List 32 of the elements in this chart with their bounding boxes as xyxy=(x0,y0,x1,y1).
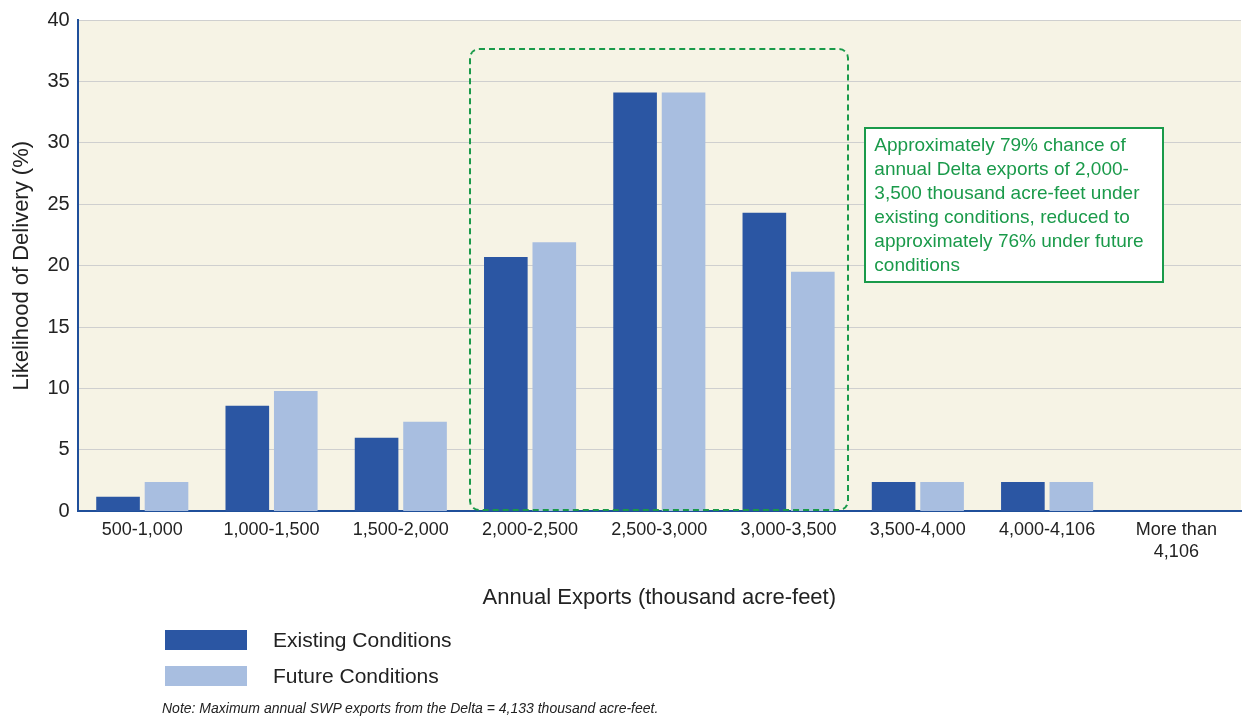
y-tick-label: 10 xyxy=(47,376,70,399)
y-tick-label: 25 xyxy=(47,191,70,214)
y-tick-label: 0 xyxy=(58,498,70,521)
y-tick-label: 35 xyxy=(47,68,70,91)
y-tick-label: 5 xyxy=(58,437,70,460)
y-tick-label: 15 xyxy=(47,314,70,337)
bar xyxy=(273,391,318,511)
x-tick-label: 1,000-1,500 xyxy=(223,519,320,540)
x-tick-label: 4,000-4,106 xyxy=(999,519,1096,540)
bar xyxy=(791,271,835,511)
text: Note: Maximum annual SWP exports from the Delta = 4,133 thousand acre-feet. xyxy=(162,700,659,716)
bar xyxy=(144,481,189,511)
bar xyxy=(920,481,964,511)
legend-label: Existing Conditions xyxy=(272,627,452,653)
x-tick-label: 3,500-4,000 xyxy=(869,519,966,540)
legend-label: Future Conditions xyxy=(272,663,440,689)
y-tick-label: 40 xyxy=(47,7,70,30)
y-axis-title: Likelihood of Delivery (%) xyxy=(8,140,34,391)
annotation: Approximately 79% chance of annual Delta exports of 2,000-3,500 thousand acre-feet under existing conditions, reduced to approximately 76% under future conditions xyxy=(864,127,1165,283)
bar xyxy=(403,421,447,511)
x-tick-label: 1,500-2,000 xyxy=(352,519,449,540)
bar xyxy=(532,242,577,511)
x-tick-label: More than 4,106 xyxy=(1135,519,1217,561)
y-tick-label: 20 xyxy=(47,253,70,276)
bar xyxy=(1049,481,1094,511)
x-tick-label: 2,500-3,000 xyxy=(611,519,708,540)
x-axis-title: Annual Exports (thousand acre-feet) xyxy=(482,583,837,609)
x-tick-label: 2,000-2,500 xyxy=(482,519,579,540)
x-tick-label: 3,000-3,500 xyxy=(740,519,837,540)
x-tick-label: 500-1,000 xyxy=(101,519,183,540)
y-tick-label: 30 xyxy=(47,130,70,153)
bar xyxy=(661,92,706,511)
